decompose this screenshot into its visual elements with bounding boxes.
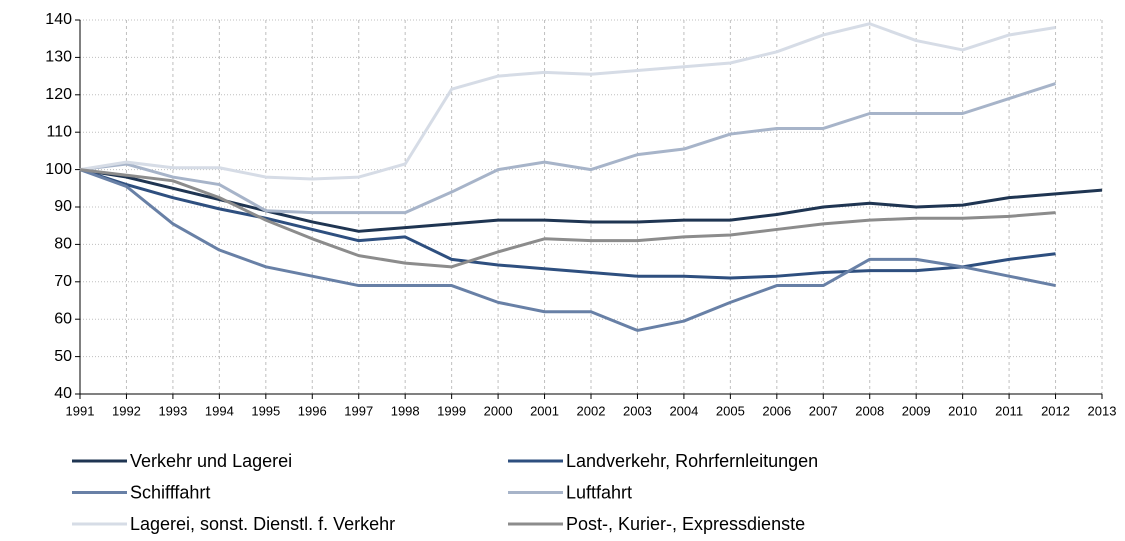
x-tick-label: 2009 [902,403,931,418]
x-tick-label: 2004 [669,403,698,418]
legend-label: Luftfahrt [566,482,632,502]
y-tick-label: 60 [54,310,72,327]
legend-label: Verkehr und Lagerei [130,451,292,471]
x-tick-label: 2010 [948,403,977,418]
x-tick-label: 1995 [251,403,280,418]
y-tick-label: 120 [45,86,72,103]
y-tick-label: 80 [54,236,72,253]
x-tick-label: 1997 [344,403,373,418]
series-line [79,82,1057,215]
series-line [79,168,1056,332]
y-tick-label: 140 [45,11,72,28]
legend-label: Lagerei, sonst. Dienstl. f. Verkehr [130,514,395,534]
x-tick-label: 2013 [1088,403,1117,418]
series-line [79,22,1056,181]
legend-label: Schifffahrt [130,482,210,502]
legend-label: Post-, Kurier-, Expressdienste [566,514,805,534]
x-tick-label: 1991 [66,403,95,418]
legend-label: Landverkehr, Rohrfernleitungen [566,451,818,471]
x-tick-label: 2003 [623,403,652,418]
x-tick-label: 2000 [484,403,513,418]
x-tick-label: 1996 [298,403,327,418]
y-tick-label: 50 [54,348,72,365]
x-tick-label: 2008 [855,403,884,418]
x-tick-label: 2005 [716,403,745,418]
x-tick-label: 2011 [995,403,1023,418]
x-tick-label: 1994 [205,403,234,418]
y-tick-label: 40 [54,385,72,402]
x-tick-label: 1998 [391,403,420,418]
y-tick-label: 100 [45,161,72,178]
x-tick-label: 2012 [1041,403,1070,418]
series-line [79,168,1056,280]
x-tick-label: 2007 [809,403,838,418]
y-tick-label: 130 [45,49,72,66]
x-tick-label: 1993 [158,403,187,418]
y-tick-label: 90 [54,198,72,215]
x-tick-label: 1992 [112,403,141,418]
series-line [79,168,1103,233]
y-tick-label: 110 [46,123,72,140]
series-line [79,168,1056,269]
x-tick-label: 2001 [530,403,559,418]
x-tick-label: 2006 [762,403,791,418]
x-tick-label: 2002 [577,403,606,418]
x-tick-label: 1999 [437,403,466,418]
y-tick-label: 70 [54,273,72,290]
